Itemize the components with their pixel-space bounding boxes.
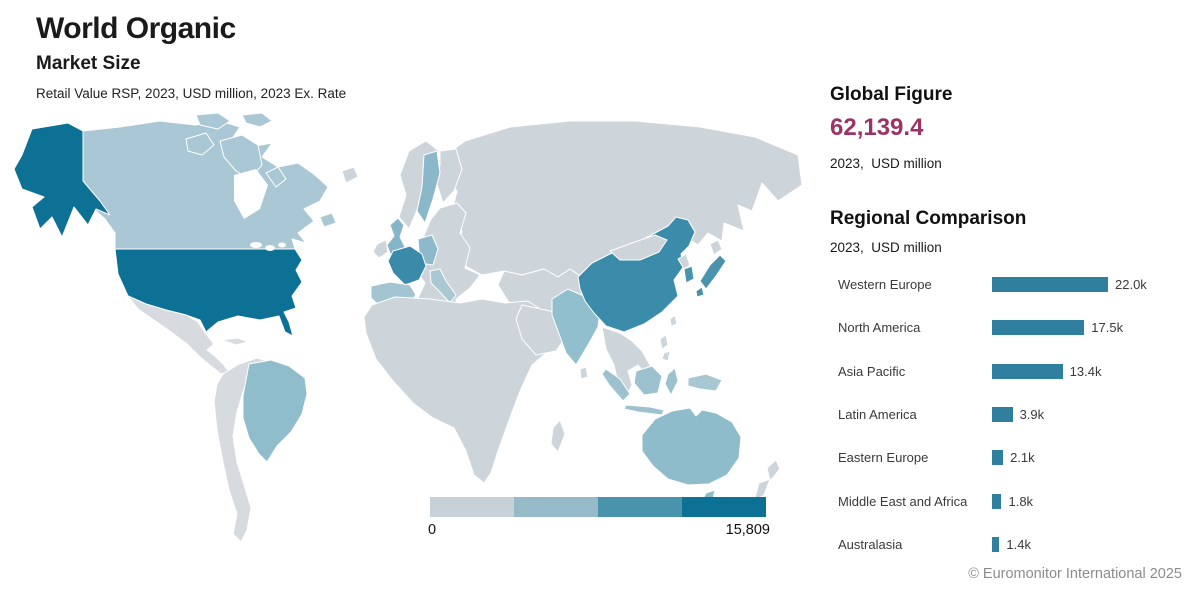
map-region-japan-kyushu[interactable]	[695, 286, 705, 298]
metric-description: Retail Value RSP, 2023, USD million, 202…	[36, 86, 347, 101]
map-region-cuba[interactable]	[221, 337, 249, 346]
region-bar[interactable]	[992, 450, 1004, 466]
map-region-africa[interactable]	[363, 296, 561, 484]
region-value: 13.4k	[1069, 363, 1102, 379]
region-label: North America	[838, 320, 921, 336]
region-label: Australasia	[838, 536, 903, 552]
region-value: 22.0k	[1115, 277, 1147, 293]
map-region-borneo[interactable]	[633, 365, 663, 396]
color-scale-swatch	[598, 497, 682, 517]
page-subtitle: Market Size	[36, 53, 141, 74]
map-region-sri-lanka[interactable]	[579, 366, 589, 380]
map-hudson-bay	[234, 169, 268, 219]
map-region-philippines[interactable]	[659, 334, 671, 362]
map-color-scale	[430, 497, 766, 517]
region-row: Middle East and Africa 1.8k	[838, 479, 1190, 522]
map-great-lakes	[250, 242, 262, 248]
map-region-sweden[interactable]	[416, 150, 441, 224]
map-region-france[interactable]	[387, 245, 427, 286]
region-row: Australasia 1.4k	[838, 523, 1190, 566]
color-scale-swatch	[514, 497, 598, 517]
region-bar[interactable]	[992, 320, 1085, 336]
map-region-madagascar[interactable]	[550, 419, 566, 453]
region-value: 17.5k	[1091, 320, 1124, 336]
map-region-taiwan[interactable]	[669, 314, 678, 327]
region-row: North America 17.5k	[838, 306, 1190, 349]
map-region-iceland[interactable]	[341, 166, 359, 184]
map-region-india[interactable]	[551, 288, 601, 366]
global-figure-caption: 2023, USD million	[830, 156, 942, 171]
page-title: World Organic	[36, 12, 236, 45]
map-region-sulawesi[interactable]	[664, 367, 679, 396]
map-region-mexico-central-america[interactable]	[127, 295, 230, 375]
region-value: 1.4k	[1006, 536, 1031, 552]
region-bar[interactable]	[992, 493, 1002, 509]
region-value: 3.9k	[1019, 407, 1045, 423]
map-region-southeast-asia[interactable]	[601, 326, 651, 398]
regional-comparison-caption: 2023, USD million	[830, 240, 942, 255]
report-header: World Organic Market Size Retail Value R…	[36, 12, 346, 101]
region-label: Latin America	[838, 407, 917, 423]
region-label: Western Europe	[838, 277, 932, 293]
region-bar[interactable]	[992, 363, 1063, 379]
world-map-svg	[13, 112, 803, 543]
region-bar[interactable]	[992, 536, 1000, 552]
map-region-united-states[interactable]	[114, 248, 303, 337]
region-row: Asia Pacific 13.4k	[838, 350, 1190, 393]
map-region-south-korea[interactable]	[683, 265, 695, 284]
region-row: Latin America 3.9k	[838, 393, 1190, 436]
region-bar[interactable]	[992, 407, 1013, 423]
map-region-brazil[interactable]	[242, 359, 308, 463]
region-row: Eastern Europe 2.1k	[838, 436, 1190, 479]
region-label: Asia Pacific	[838, 363, 906, 379]
map-region-australia[interactable]	[641, 407, 742, 486]
region-row: Western Europe 22.0k	[838, 263, 1190, 306]
global-figure-heading: Global Figure	[830, 84, 953, 105]
summary-panel: Global Figure 62,139.4 2023, USD million…	[830, 84, 1192, 574]
global-figure-value: 62,139.4	[830, 114, 924, 141]
scale-min-label: 0	[428, 522, 437, 538]
regional-comparison-heading: Regional Comparison	[830, 208, 1027, 229]
map-region-alaska[interactable]	[13, 122, 111, 238]
color-scale-swatch	[430, 497, 514, 517]
map-region-north-korea[interactable]	[677, 253, 691, 270]
copyright-notice: © Euromonitor International 2025	[968, 566, 1182, 582]
map-region-sumatra[interactable]	[601, 368, 631, 402]
regional-bar-chart: Western Europe 22.0k North America 17.5k Asi…	[838, 263, 1190, 566]
region-value: 1.8k	[1008, 493, 1034, 509]
region-bar[interactable]	[992, 277, 1108, 293]
map-region-mongolia[interactable]	[609, 234, 668, 261]
map-region-new-zealand[interactable]	[753, 459, 781, 502]
region-label: Eastern Europe	[838, 450, 929, 466]
map-region-japan[interactable]	[699, 254, 727, 290]
map-region-ireland[interactable]	[372, 239, 389, 259]
map-great-lakes	[278, 242, 286, 248]
region-value: 2.1k	[1010, 450, 1035, 466]
map-region-java[interactable]	[623, 404, 665, 416]
map-region-new-guinea[interactable]	[687, 373, 723, 392]
scale-max-label: 15,809	[725, 522, 770, 538]
color-scale-swatch	[682, 497, 766, 517]
map-region-hokkaido[interactable]	[709, 239, 723, 256]
map-region-italy[interactable]	[429, 268, 457, 304]
map-great-lakes	[265, 245, 275, 251]
region-label: Middle East and Africa	[838, 493, 968, 509]
map-color-scale-labels: 0 15,809	[428, 522, 770, 538]
world-choropleth-map	[10, 112, 810, 565]
